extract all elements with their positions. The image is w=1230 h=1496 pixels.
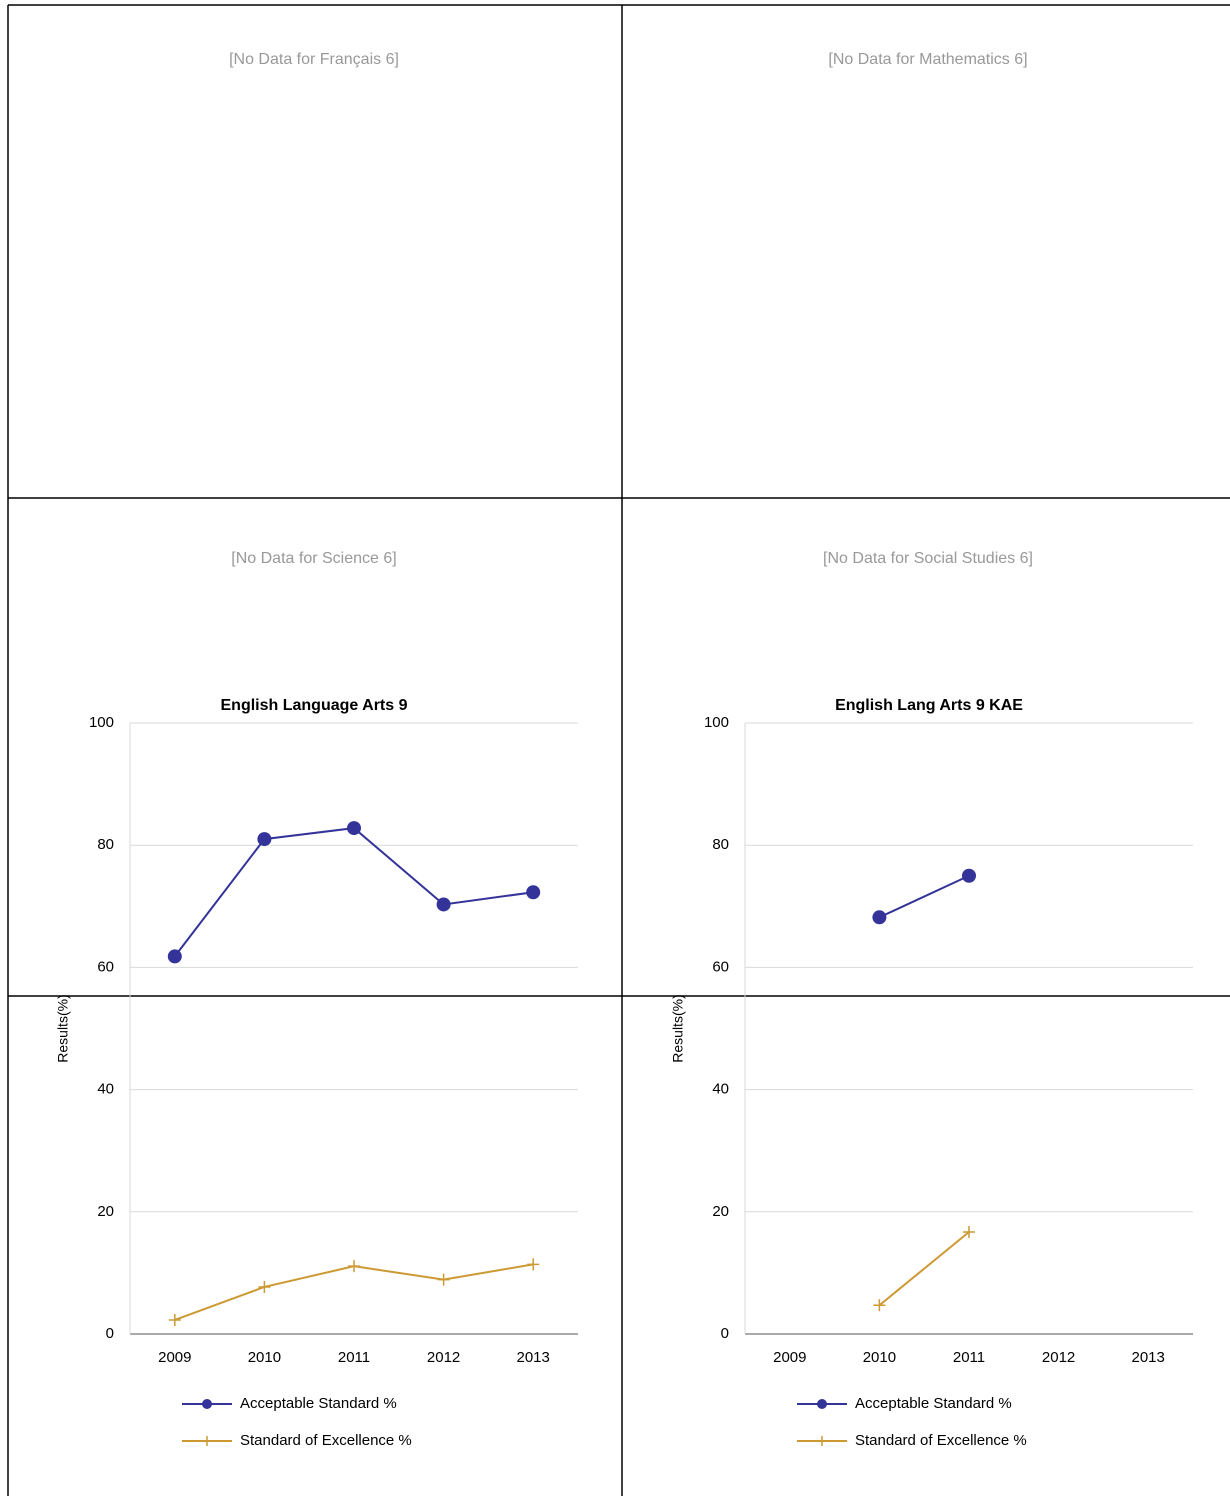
data-point	[258, 1280, 271, 1293]
no-data-message: [No Data for Français 6]	[229, 51, 399, 68]
y-tick-label: 60	[97, 958, 114, 975]
x-tick-label: 2012	[427, 1349, 460, 1366]
y-tick-label: 0	[721, 1325, 729, 1342]
data-point	[168, 1313, 181, 1326]
legend-label: Acceptable Standard %	[855, 1395, 1012, 1412]
series-line	[174, 1263, 534, 1321]
y-tick-label: 40	[712, 1081, 729, 1098]
legend-marker	[817, 1399, 827, 1409]
y-tick-label: 80	[97, 836, 114, 853]
data-point	[873, 1299, 886, 1312]
data-point	[167, 949, 182, 964]
data-point	[347, 821, 361, 836]
chart-title: English Language Arts 9	[221, 697, 408, 714]
legend-label: Standard of Excellence %	[855, 1432, 1027, 1449]
x-tick-label: 2009	[158, 1349, 191, 1366]
x-tick-label: 2009	[773, 1349, 806, 1366]
no-data-message: [No Data for Science 6]	[231, 550, 396, 567]
legend-label: Acceptable Standard %	[240, 1395, 397, 1412]
y-axis-label: Results(%)	[670, 994, 686, 1062]
y-tick-label: 60	[712, 958, 729, 975]
series-line	[878, 1231, 970, 1307]
data-point	[963, 1225, 975, 1238]
data-point	[257, 832, 272, 847]
data-point	[962, 868, 976, 883]
legend-marker	[817, 1436, 827, 1446]
no-data-message: [No Data for Mathematics 6]	[828, 51, 1027, 68]
x-tick-label: 2013	[517, 1349, 550, 1366]
data-point	[872, 910, 887, 925]
y-tick-label: 0	[106, 1325, 114, 1342]
y-tick-label: 100	[89, 714, 114, 731]
y-tick-label: 20	[712, 1203, 729, 1220]
x-tick-label: 2013	[1132, 1349, 1165, 1366]
x-tick-label: 2010	[248, 1349, 281, 1366]
data-point	[348, 1260, 360, 1273]
y-tick-label: 20	[97, 1203, 114, 1220]
legend-marker	[202, 1399, 212, 1409]
series-line	[878, 874, 970, 919]
x-tick-label: 2011	[338, 1349, 370, 1366]
legend-marker	[202, 1436, 212, 1446]
data-point	[437, 1273, 450, 1286]
y-tick-label: 100	[704, 714, 729, 731]
x-tick-label: 2011	[953, 1349, 985, 1366]
data-point	[526, 885, 541, 900]
y-axis-label: Results(%)	[55, 994, 71, 1062]
x-tick-label: 2012	[1042, 1349, 1075, 1366]
x-tick-label: 2010	[863, 1349, 896, 1366]
series-line	[174, 827, 534, 958]
panel-borders	[7, 4, 1230, 1496]
chart-title: English Lang Arts 9 KAE	[835, 697, 1023, 714]
no-data-message: [No Data for Social Studies 6]	[823, 550, 1033, 567]
data-point	[527, 1258, 540, 1271]
y-tick-label: 80	[712, 836, 729, 853]
legend-label: Standard of Excellence %	[240, 1432, 412, 1449]
y-tick-label: 40	[97, 1081, 114, 1098]
data-point	[436, 897, 451, 912]
